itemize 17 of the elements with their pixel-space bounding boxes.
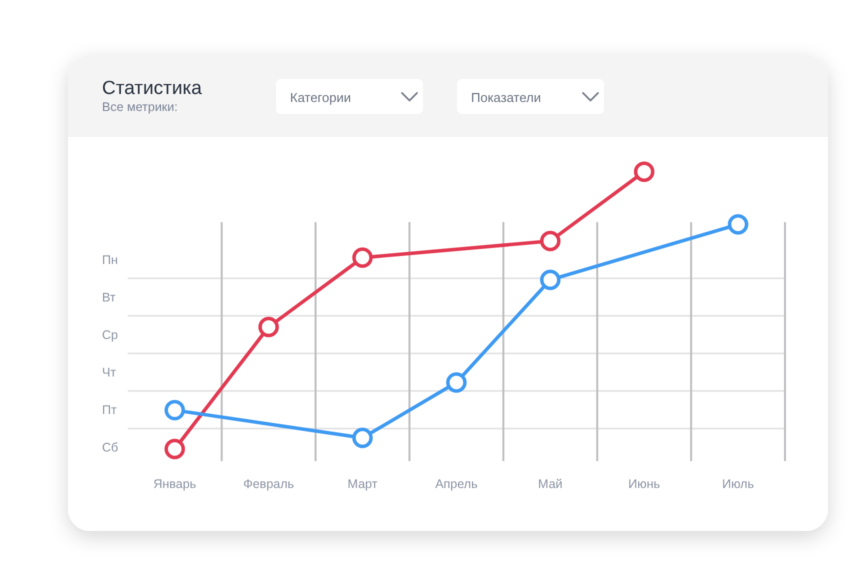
category-label: Пн [102,252,118,267]
x-tick-label: Март [348,477,378,491]
x-tick-label: Апрель [435,477,478,491]
x-tick-label: Февраль [243,477,294,491]
x-tick-label: Июль [722,477,754,491]
chart-subtitle: Все метрики: [102,100,178,114]
category-label: Вт [102,290,116,304]
category-label: Ср [102,328,118,342]
category-label: Сб [102,440,118,455]
chart-title: Статистика [102,78,202,99]
category-label: Пт [102,403,117,418]
category-label: Чт [102,366,116,380]
x-tick-label: Май [538,477,563,491]
x-tick-label: Январь [153,477,196,491]
text: Категории [290,90,351,105]
x-tick-label: Июнь [628,477,660,491]
text: Показатели [471,90,541,105]
